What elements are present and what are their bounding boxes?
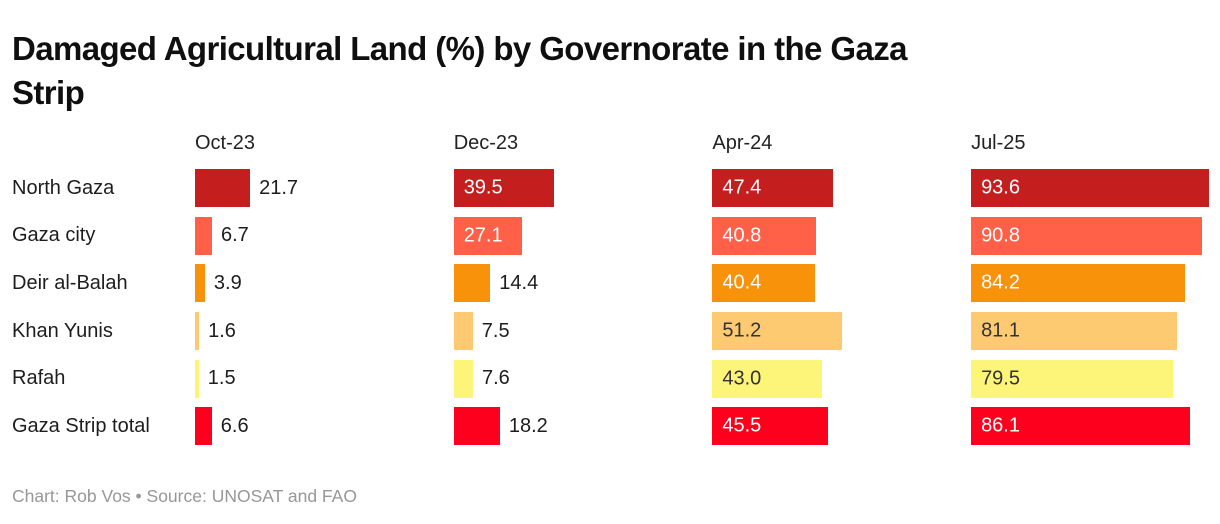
- chart-title-line2: Strip: [12, 73, 85, 111]
- value-label: 84.2: [981, 271, 1020, 294]
- bar-cell: 3.9: [195, 264, 454, 303]
- bar: [453, 312, 473, 351]
- row-label: Gaza city: [12, 224, 96, 247]
- bar: 93.6: [971, 169, 1209, 207]
- bar-cell: 79.5: [971, 359, 1220, 398]
- column-header: Dec-23: [453, 132, 519, 154]
- value-label: 79.5: [981, 367, 1020, 390]
- bar-cell: 6.7: [195, 216, 454, 255]
- bar-cell: 86.1: [971, 407, 1220, 446]
- table-row: Gaza city 6.7 27.1 40.8 90.8: [12, 216, 1220, 255]
- table-row: North Gaza 21.7 39.5 47.4 93.6: [12, 169, 1220, 207]
- row-label: North Gaza: [12, 176, 115, 199]
- bar: 39.5: [453, 169, 554, 207]
- bar: [195, 264, 205, 303]
- bar: 40.4: [712, 264, 815, 303]
- bar-cell: 39.5: [453, 169, 713, 207]
- bar-cell: 1.6: [195, 312, 454, 351]
- bar: [453, 359, 473, 398]
- bar: 81.1: [971, 312, 1178, 351]
- bar: [195, 359, 199, 398]
- value-label: 6.7: [221, 224, 249, 247]
- bar: 40.8: [712, 216, 816, 255]
- chart-title-line1: Damaged Agricultural Land (%) by Governo…: [12, 30, 907, 68]
- chart-rows: North Gaza 21.7 39.5 47.4 93.6 Gaza city 6.7 27…: [12, 169, 1220, 446]
- value-label: 21.7: [259, 176, 299, 199]
- bar: 51.2: [712, 312, 843, 351]
- value-label: 86.1: [981, 414, 1020, 437]
- bar: 90.8: [971, 216, 1202, 255]
- bar-cell: 93.6: [971, 169, 1220, 207]
- bar-cell: 18.2: [453, 407, 713, 446]
- row-label: Rafah: [12, 367, 66, 390]
- chart-footer: Chart: Rob Vos • Source: UNOSAT and FAO: [12, 486, 357, 506]
- value-label: 81.1: [981, 319, 1020, 342]
- bar-cell: 40.8: [712, 216, 971, 255]
- row-label: Gaza Strip total: [12, 414, 150, 437]
- bar-cell: 45.5: [712, 407, 971, 446]
- value-label: 51.2: [722, 319, 762, 342]
- bar: [195, 407, 212, 446]
- table-row: Gaza Strip total 6.6 18.2 45.5 86.1: [12, 407, 1220, 446]
- value-label: 14.4: [499, 271, 539, 294]
- bar-cell: 90.8: [971, 216, 1220, 255]
- row-label: Khan Yunis: [12, 319, 113, 342]
- column-header-spacer: [12, 132, 195, 155]
- bar: [453, 264, 491, 303]
- bar-cell: 21.7: [195, 169, 454, 207]
- value-label: 6.6: [220, 414, 249, 437]
- bar: 27.1: [453, 216, 523, 255]
- bar-cell: 84.2: [971, 264, 1220, 303]
- value-label: 18.2: [508, 414, 548, 437]
- bar: 43.0: [712, 359, 822, 398]
- bar: 84.2: [971, 264, 1185, 303]
- column-headers: Oct-23 Dec-23 Apr-24 Jul-25: [12, 132, 1220, 155]
- value-label: 39.5: [463, 176, 503, 199]
- value-label: 1.6: [208, 319, 236, 342]
- value-label: 93.6: [981, 176, 1020, 199]
- bar-cell: 81.1: [971, 312, 1220, 351]
- bar: 79.5: [971, 359, 1173, 398]
- value-label: 7.6: [481, 367, 510, 390]
- bar: [195, 216, 212, 255]
- value-label: 3.9: [213, 271, 242, 294]
- value-label: 40.8: [722, 224, 762, 247]
- row-label: Deir al-Balah: [12, 271, 128, 294]
- bar-cell: 7.5: [453, 312, 713, 351]
- bar: 86.1: [971, 407, 1190, 446]
- column-header: Jul-25: [971, 132, 1026, 154]
- bar: [195, 169, 251, 207]
- value-label: 40.4: [722, 271, 762, 294]
- column-header: Apr-24: [712, 132, 773, 154]
- bar-cell: 14.4: [453, 264, 713, 303]
- value-label: 45.5: [722, 414, 762, 437]
- value-label: 90.8: [981, 224, 1020, 247]
- table-row: Rafah 1.5 7.6 43.0 79.5: [12, 359, 1220, 398]
- bar-cell: 27.1: [453, 216, 713, 255]
- bar-cell: 51.2: [712, 312, 971, 351]
- chart-title: Damaged Agricultural Land (%) by Governo…: [12, 27, 907, 114]
- value-label: 27.1: [463, 224, 503, 247]
- bar-cell: 1.5: [195, 359, 454, 398]
- value-label: 47.4: [722, 176, 762, 199]
- bar-cell: 47.4: [712, 169, 971, 207]
- column-header: Oct-23: [195, 132, 256, 154]
- bar: [195, 312, 200, 351]
- bar-cell: 43.0: [712, 359, 971, 398]
- table-row: Deir al-Balah 3.9 14.4 40.4 84.2: [12, 264, 1220, 303]
- value-label: 43.0: [722, 367, 762, 390]
- value-label: 1.5: [207, 367, 236, 390]
- bar: 45.5: [712, 407, 828, 446]
- bar-cell: 7.6: [453, 359, 713, 398]
- bar-cell: 6.6: [195, 407, 454, 446]
- bar-cell: 40.4: [712, 264, 971, 303]
- table-row: Khan Yunis 1.6 7.5 51.2 81.1: [12, 312, 1220, 351]
- value-label: 7.5: [481, 319, 510, 342]
- bar: 47.4: [712, 169, 833, 207]
- bar: [453, 407, 500, 446]
